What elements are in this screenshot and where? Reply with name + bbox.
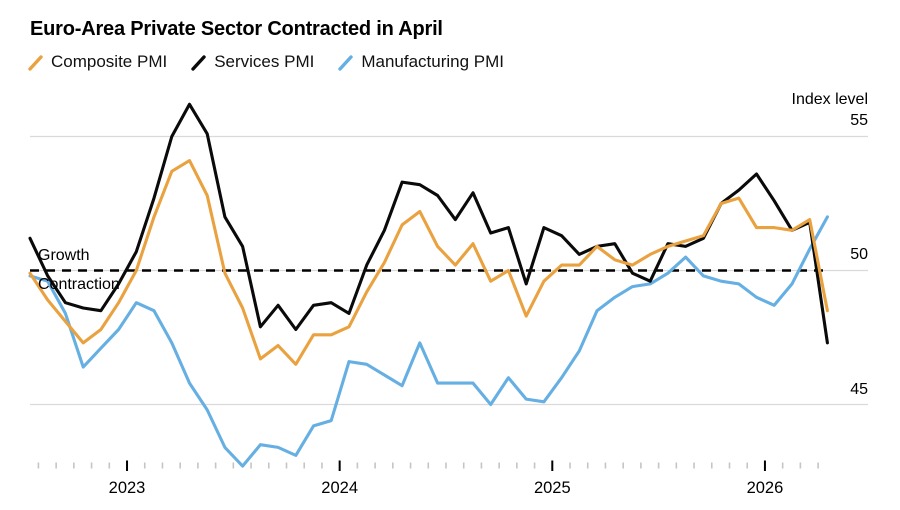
y-tick-45: 45 [850, 381, 868, 398]
legend-label-manufacturing: Manufacturing PMI [361, 52, 505, 71]
chart-title: Euro-Area Private Sector Contracted in A… [30, 18, 443, 40]
legend-item-manufacturing: Manufacturing PMI [338, 52, 504, 72]
x-year-label-2023: 2023 [109, 479, 146, 497]
services-line-icon [191, 54, 206, 71]
contraction-annotation: Contraction [38, 276, 120, 293]
x-year-label-2025: 2025 [534, 479, 571, 497]
line-manufacturing-pmi [28, 215, 829, 468]
legend-item-services: Services PMI [191, 52, 314, 72]
legend-item-composite: Composite PMI [28, 52, 167, 72]
y-tick-55: 55 [850, 112, 868, 129]
x-year-label-2026: 2026 [747, 479, 784, 497]
line-services-pmi [28, 102, 829, 345]
y-axis-title: Index level [791, 91, 869, 108]
manufacturing-line-icon [338, 54, 354, 71]
y-tick-50: 50 [850, 246, 868, 263]
x-year-label-2024: 2024 [321, 479, 358, 497]
line-composite-pmi [28, 159, 829, 366]
legend-label-services: Services PMI [214, 52, 315, 71]
composite-line-icon [28, 54, 43, 71]
legend-label-composite: Composite PMI [51, 52, 168, 71]
growth-annotation: Growth [38, 247, 90, 264]
chart-legend: Composite PMI Services PMI Manufacturing… [28, 52, 504, 72]
